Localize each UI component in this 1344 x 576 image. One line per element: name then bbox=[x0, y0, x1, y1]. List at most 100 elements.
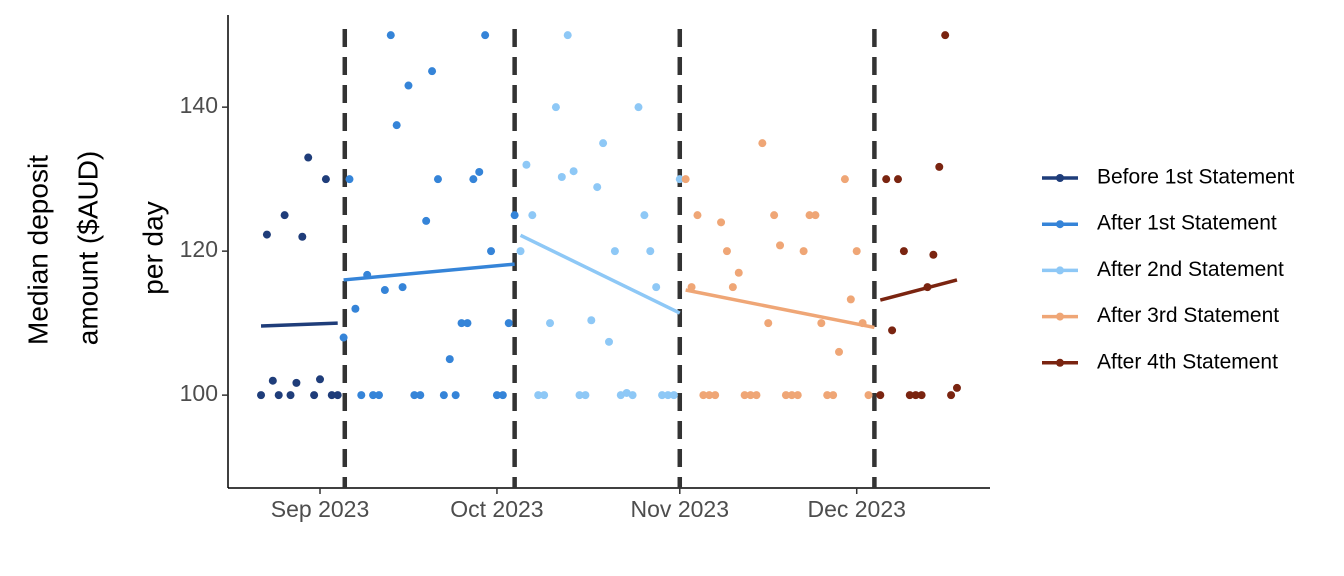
point bbox=[705, 391, 714, 400]
legend-label: After 4th Statement bbox=[1097, 350, 1278, 373]
point bbox=[764, 319, 773, 328]
point bbox=[929, 250, 938, 259]
point bbox=[492, 391, 501, 400]
x-tick-label: Dec 2023 bbox=[807, 496, 905, 522]
legend-dot bbox=[1056, 220, 1064, 229]
point bbox=[280, 211, 289, 220]
point bbox=[257, 391, 266, 400]
point bbox=[840, 175, 849, 184]
point bbox=[286, 391, 295, 400]
point bbox=[475, 167, 484, 176]
point bbox=[410, 391, 419, 400]
point bbox=[669, 391, 678, 400]
point bbox=[605, 337, 613, 346]
point bbox=[587, 316, 596, 325]
trend-line bbox=[879, 278, 958, 302]
point bbox=[369, 391, 378, 400]
point bbox=[498, 391, 507, 400]
point bbox=[398, 283, 407, 292]
legend-dot bbox=[1056, 358, 1064, 367]
trend-line bbox=[685, 288, 875, 330]
point bbox=[864, 391, 873, 400]
point bbox=[952, 383, 961, 392]
point bbox=[593, 183, 602, 192]
point bbox=[728, 283, 737, 292]
point bbox=[846, 295, 855, 304]
point bbox=[268, 376, 277, 385]
x-tick-label: Oct 2023 bbox=[450, 496, 543, 522]
legend-label: After 1st Statement bbox=[1097, 212, 1277, 235]
point bbox=[776, 241, 785, 250]
point bbox=[546, 319, 555, 328]
point bbox=[787, 391, 796, 400]
point bbox=[640, 211, 649, 220]
point bbox=[722, 247, 731, 256]
point bbox=[557, 172, 566, 181]
point bbox=[752, 391, 761, 400]
point bbox=[504, 319, 513, 328]
point bbox=[811, 211, 820, 220]
point bbox=[327, 391, 336, 400]
point bbox=[451, 391, 460, 400]
point bbox=[911, 391, 920, 400]
point bbox=[599, 139, 608, 148]
trend-line bbox=[260, 321, 338, 328]
point bbox=[404, 81, 413, 90]
point bbox=[345, 175, 354, 184]
point bbox=[439, 391, 448, 400]
point bbox=[740, 391, 749, 400]
point bbox=[947, 391, 956, 400]
point bbox=[392, 121, 401, 130]
y-axis-title: amount ($AUD) bbox=[72, 151, 103, 346]
point bbox=[823, 391, 832, 400]
point bbox=[487, 247, 496, 256]
point bbox=[905, 391, 914, 400]
point bbox=[339, 333, 348, 342]
point bbox=[681, 175, 690, 184]
point bbox=[917, 391, 926, 400]
point bbox=[463, 319, 472, 328]
point bbox=[310, 391, 319, 400]
point bbox=[734, 268, 743, 277]
point bbox=[899, 247, 908, 256]
point bbox=[262, 230, 271, 239]
point bbox=[882, 175, 891, 184]
point bbox=[935, 162, 944, 171]
point bbox=[528, 211, 537, 220]
point bbox=[941, 31, 950, 40]
point bbox=[799, 247, 808, 256]
point bbox=[893, 175, 902, 184]
point bbox=[481, 31, 490, 40]
point bbox=[357, 391, 366, 400]
point bbox=[699, 391, 708, 400]
point bbox=[321, 175, 330, 184]
point bbox=[770, 211, 779, 220]
point bbox=[634, 103, 643, 112]
point bbox=[540, 391, 549, 400]
point bbox=[652, 283, 661, 292]
y-tick-label: 140 bbox=[180, 92, 218, 118]
point bbox=[551, 103, 560, 112]
point bbox=[428, 67, 437, 76]
point bbox=[316, 375, 325, 384]
point bbox=[380, 286, 389, 295]
point bbox=[274, 391, 283, 400]
point bbox=[575, 391, 584, 400]
y-tick-label: 120 bbox=[180, 236, 218, 262]
point bbox=[304, 153, 313, 162]
x-tick-label: Sep 2023 bbox=[271, 496, 369, 522]
point bbox=[663, 391, 672, 400]
point bbox=[469, 175, 478, 184]
point bbox=[646, 247, 655, 256]
point bbox=[835, 347, 844, 356]
point bbox=[829, 391, 838, 400]
legend-label: Before 1st Statement bbox=[1097, 166, 1294, 189]
legend-dot bbox=[1056, 174, 1064, 182]
point bbox=[422, 216, 431, 225]
legend-label: After 3rd Statement bbox=[1097, 304, 1279, 327]
point bbox=[386, 31, 395, 40]
point bbox=[758, 139, 767, 148]
point bbox=[563, 31, 572, 40]
point bbox=[793, 391, 802, 400]
